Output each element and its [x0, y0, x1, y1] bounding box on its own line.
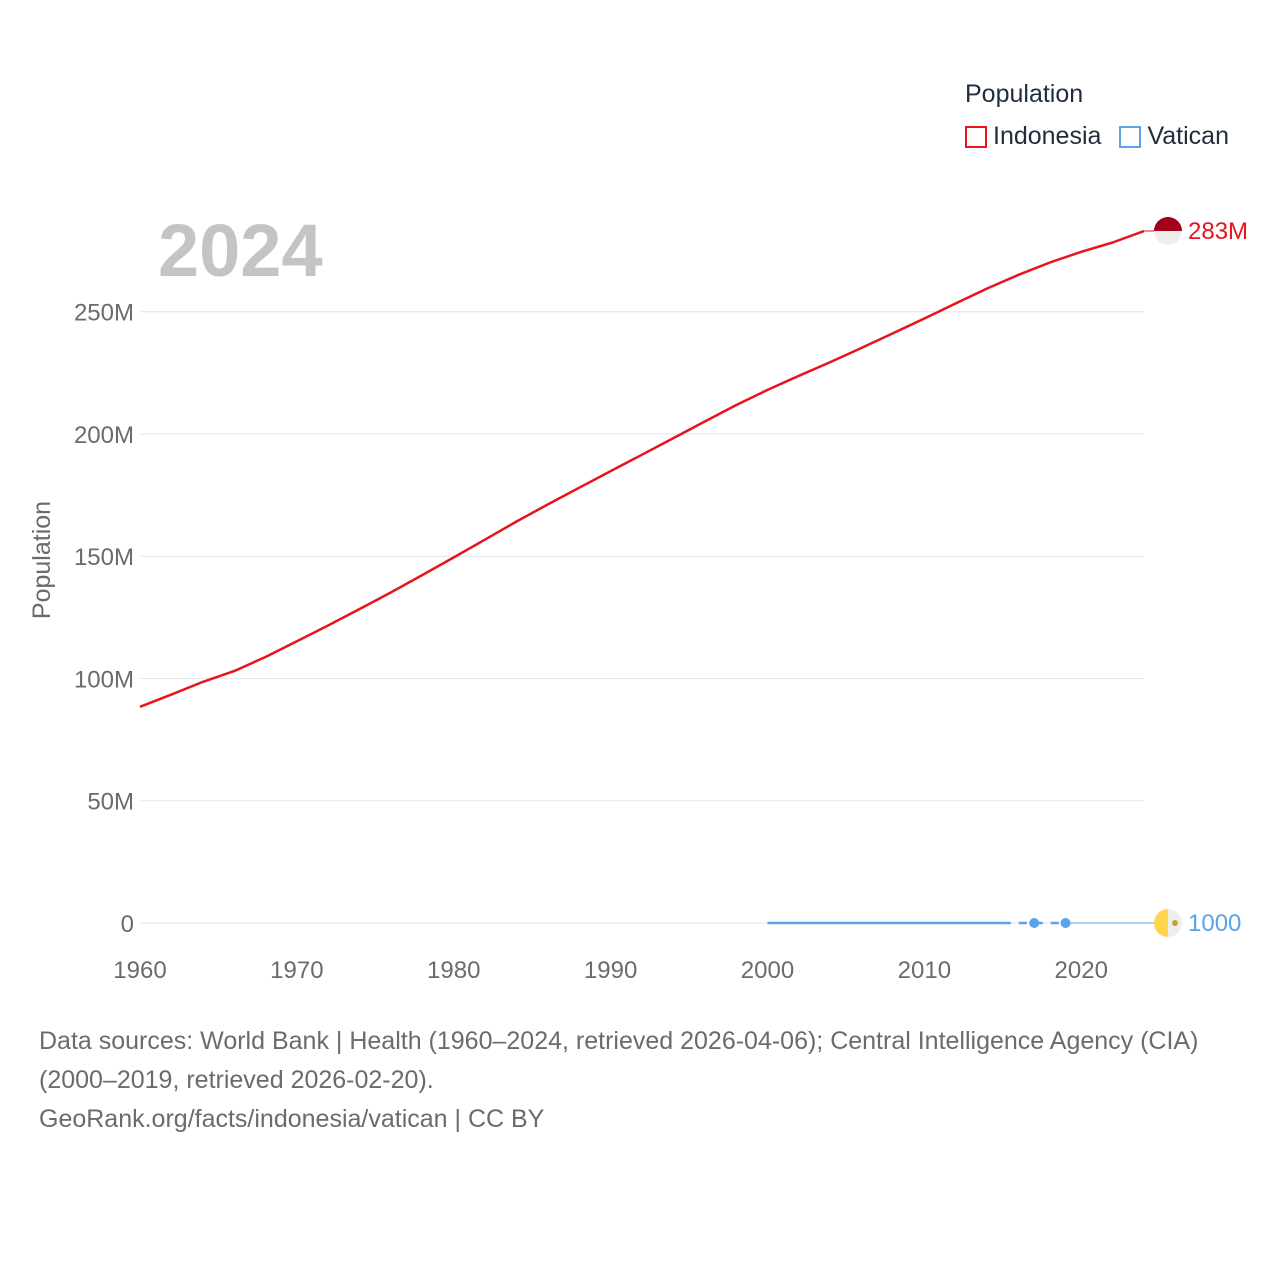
x-tick-label: 2020: [1055, 957, 1108, 984]
legend-label-indonesia: Indonesia: [993, 122, 1102, 150]
y-tick-label: 150M: [74, 544, 134, 571]
indonesia-flag-icon: [1154, 217, 1182, 245]
end-label-vatican: 1000: [1188, 910, 1241, 937]
y-axis-label: Population: [28, 501, 56, 619]
y-tick-label: 250M: [74, 300, 134, 327]
legend-item-indonesia[interactable]: Indonesia: [965, 122, 1101, 151]
x-tick-label: 2010: [898, 957, 951, 984]
source-line: Data sources: World Bank | Health (1960–…: [39, 1027, 1199, 1094]
vatican-flag-icon: [1154, 908, 1182, 937]
series-lines: [139, 229, 1154, 928]
legend-swatch-indonesia: [965, 125, 987, 148]
x-tick-label: 2000: [741, 957, 794, 984]
data-point-vatican: [1060, 917, 1071, 928]
gridlines: [140, 311, 1144, 924]
y-tick-label: 100M: [74, 666, 134, 693]
legend: Indonesia Vatican: [965, 122, 1247, 151]
legend-item-vatican[interactable]: Vatican: [1119, 122, 1229, 151]
x-tick-label: 1970: [270, 957, 323, 984]
data-point-vatican: [1029, 917, 1040, 928]
flag-top-half: [1154, 217, 1182, 231]
x-tick-label: 1990: [584, 957, 637, 984]
y-tick-label: 200M: [74, 422, 134, 449]
flag-left-half: [1154, 908, 1168, 937]
y-axis-ticks: 0 50M 100M 150M 200M 250M: [74, 300, 134, 938]
y-tick-label: 50M: [87, 789, 134, 816]
data-source-note: Data sources: World Bank | Health (1960–…: [39, 1022, 1249, 1139]
x-tick-label: 1960: [113, 957, 166, 984]
flag-emblem: [1172, 919, 1178, 926]
year-label: 2024: [158, 209, 323, 292]
x-axis-ticks: 1960 1970 1980 1990 2000 2010 2020: [113, 957, 1108, 984]
legend-swatch-vatican: [1119, 125, 1142, 148]
series-line-indonesia: [139, 229, 1145, 708]
y-tick-label: 0: [121, 911, 134, 938]
legend-title: Population: [965, 80, 1084, 108]
x-tick-label: 1980: [427, 957, 480, 984]
legend-label-vatican: Vatican: [1147, 122, 1229, 150]
flag-bottom-half: [1154, 231, 1182, 245]
end-label-indonesia: 283M: [1188, 218, 1248, 245]
end-markers: 283M 1000: [1154, 217, 1248, 937]
attribution-link[interactable]: GeoRank.org/facts/indonesia/vatican | CC…: [39, 1105, 545, 1133]
